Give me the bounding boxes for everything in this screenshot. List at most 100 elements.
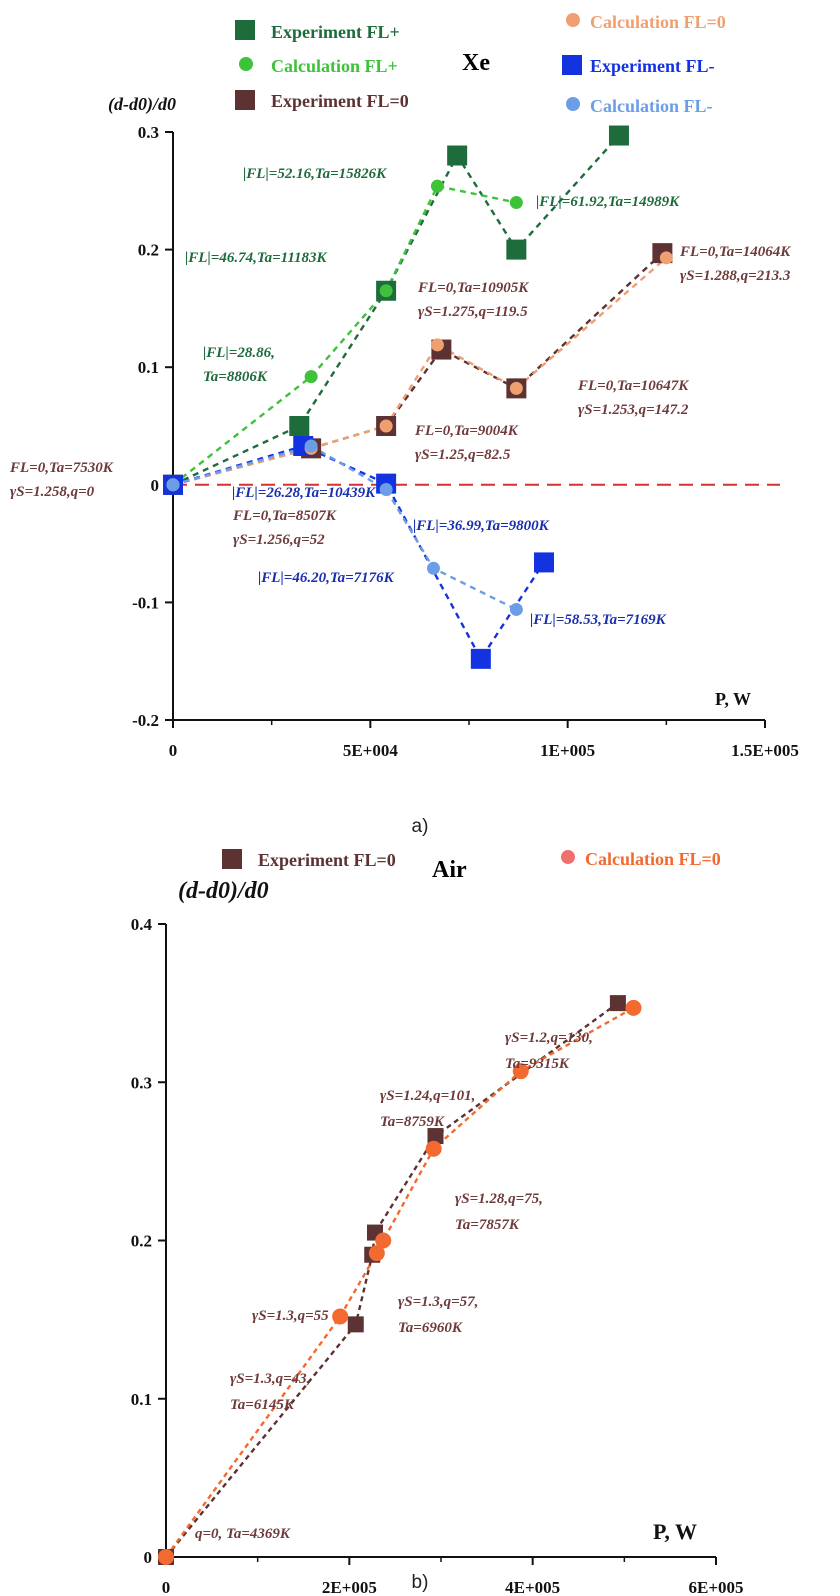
annotation: γS=1.28,q=75, Ta=7857K xyxy=(455,1191,543,1233)
legend-label-air-calculation: Calculation FL=0 xyxy=(585,849,721,869)
data-point-exp_plus xyxy=(608,125,629,146)
x-tick-label: 0 xyxy=(169,741,178,760)
legend-marker-experiment-fl-zero xyxy=(235,90,255,110)
panel-b-x-axis-label: P, W xyxy=(653,1519,697,1544)
data-point-air_calc xyxy=(375,1232,392,1249)
panel-b-annotations: γS=1.2,q=130, Ta=9315K γS=1.24,q=101, Ta=8… xyxy=(195,1030,593,1542)
annotation: FL=0,Ta=10647K γS=1.253,q=147.2 xyxy=(577,378,689,418)
series-line-air_exp xyxy=(165,1002,619,1558)
annotation: γS=1.3,q=43, Ta=6145K xyxy=(230,1371,310,1413)
data-point-calc_minus xyxy=(379,483,393,497)
x-tick-label: 4E+005 xyxy=(505,1578,560,1596)
annotation: FL=0,Ta=10905K γS=1.275,q=119.5 xyxy=(417,280,529,320)
annotation: |FL|=46.74,Ta=11183K xyxy=(185,250,327,266)
annotation: |FL|=36.99,Ta=9800K xyxy=(413,518,550,534)
panel-a-gas-label: Xe xyxy=(462,50,490,76)
data-point-exp_minus xyxy=(470,648,491,669)
y-tick-label: 0.3 xyxy=(131,1073,152,1092)
y-tick-label: 0.4 xyxy=(131,915,153,934)
x-tick-label: 0 xyxy=(162,1578,171,1596)
y-tick-label: -0.2 xyxy=(132,711,159,730)
data-point-calc_minus xyxy=(304,439,318,453)
data-point-calc_plus xyxy=(430,179,444,193)
annotation: |FL|=61.92,Ta=14989K xyxy=(536,194,680,210)
legend-marker-experiment-fl-plus xyxy=(235,20,255,40)
panel-a-y-axis-label: (d-d0)/d0 xyxy=(108,94,176,115)
legend-marker-calculation-fl-zero xyxy=(566,13,580,27)
legend-marker-calculation-fl-minus xyxy=(566,97,580,111)
y-tick-label: 0 xyxy=(144,1548,153,1567)
panel-a-chart: 0.30.20.10-0.1-0.20 5E+004 1E+005 1.5E+005 … xyxy=(9,12,799,837)
legend-label-experiment-fl-zero: Experiment FL=0 xyxy=(271,91,409,111)
x-tick-label: 1.5E+005 xyxy=(731,741,799,760)
data-point-calc_zero xyxy=(379,419,393,433)
legend-marker-air-experiment xyxy=(222,849,242,869)
legend-label-experiment-fl-plus: Experiment FL+ xyxy=(271,22,400,42)
data-point-calc_zero xyxy=(430,338,444,352)
panel-b-legend: Experiment FL=0 Calculation FL=0 xyxy=(222,849,721,870)
annotation: FL=0,Ta=9004K γS=1.25,q=82.5 xyxy=(414,423,519,463)
annotation: |FL|=46.20,Ta=7176K xyxy=(258,570,395,586)
data-point-air_calc xyxy=(332,1308,349,1325)
data-point-calc_minus xyxy=(509,602,523,616)
data-point-calc_zero xyxy=(509,381,523,395)
data-point-air_exp xyxy=(427,1128,444,1145)
data-point-calc_zero xyxy=(659,251,673,265)
x-tick-label: 5E+004 xyxy=(343,741,399,760)
annotation: |FL|=26.28,Ta=10439K xyxy=(232,485,376,501)
data-point-calc_plus xyxy=(379,284,393,298)
legend-label-calculation-fl-minus: Calculation FL- xyxy=(590,96,713,116)
legend-label-air-experiment: Experiment FL=0 xyxy=(258,850,396,870)
y-tick-label: 0.2 xyxy=(138,241,159,260)
data-point-air_calc xyxy=(368,1245,385,1262)
series-line-calc_zero xyxy=(172,256,668,486)
legend-marker-calculation-fl-plus xyxy=(239,57,253,71)
x-tick-label: 2E+005 xyxy=(322,1578,377,1596)
y-tick-label: 0.1 xyxy=(138,358,159,377)
legend-label-calculation-fl-plus: Calculation FL+ xyxy=(271,56,398,76)
data-point-air_calc xyxy=(512,1063,529,1080)
series-line-exp_minus xyxy=(172,444,545,662)
series-line-calc_minus xyxy=(172,444,517,611)
data-point-calc_minus xyxy=(426,561,440,575)
data-point-air_calc xyxy=(625,999,642,1016)
panel-a-legend: Experiment FL+ Calculation FL+ Experimen… xyxy=(235,12,726,116)
panel-b-chart: 0.4 0.3 0.2 0.1 00 2E+005 4E+005 6E+005 (d-d0)/… xyxy=(131,849,744,1596)
annotation: |FL|=58.53,Ta=7169K xyxy=(530,612,667,628)
data-point-exp_plus xyxy=(506,239,527,260)
annotation: γS=1.3,q=57, Ta=6960K xyxy=(398,1294,478,1336)
panel-b-gas-label: Air xyxy=(432,857,467,883)
data-point-exp_plus xyxy=(289,416,310,436)
y-tick-label: 0 xyxy=(151,476,160,495)
x-tick-label: 6E+005 xyxy=(688,1578,743,1596)
annotation: γS=1.24,q=101, Ta=8759K xyxy=(380,1088,475,1130)
legend-label-calculation-fl-zero: Calculation FL=0 xyxy=(590,12,726,32)
y-tick-label: 0.2 xyxy=(131,1232,152,1251)
data-point-calc_minus xyxy=(166,478,180,492)
annotation: FL=0,Ta=7530K γS=1.258,q=0 xyxy=(9,460,114,500)
y-tick-label: 0.1 xyxy=(131,1390,152,1409)
data-point-air_exp xyxy=(347,1316,364,1333)
annotation: FL=0,Ta=8507K γS=1.256,q=52 xyxy=(232,508,337,548)
data-point-exp_plus xyxy=(447,145,468,166)
legend-marker-experiment-fl-minus xyxy=(562,55,582,75)
annotation: q=0, Ta=4369K xyxy=(195,1526,291,1542)
data-point-air_calc xyxy=(158,1549,174,1565)
y-tick-label: -0.1 xyxy=(132,593,159,612)
panel-a-caption: a) xyxy=(412,816,429,837)
data-point-exp_minus xyxy=(533,552,554,573)
annotation: |FL|=28.86, Ta=8806K xyxy=(203,345,275,385)
panel-b-y-axis-label: (d-d0)/d0 xyxy=(178,878,269,904)
series-line-calc_plus xyxy=(172,184,517,486)
series-line-exp_plus xyxy=(172,134,620,486)
data-point-calc_plus xyxy=(509,196,523,210)
panel-b-caption: b) xyxy=(412,1572,429,1593)
y-tick-label: 0.3 xyxy=(138,123,159,142)
legend-label-experiment-fl-minus: Experiment FL- xyxy=(590,56,714,76)
annotation: γS=1.3,q=55 xyxy=(252,1308,329,1324)
annotation: |FL|=52.16,Ta=15826K xyxy=(243,166,387,182)
legend-marker-air-calculation xyxy=(561,850,575,864)
data-point-air_exp xyxy=(609,995,626,1012)
panel-a-annotations: |FL|=52.16,Ta=15826K |FL|=61.92,Ta=14989… xyxy=(9,166,791,628)
